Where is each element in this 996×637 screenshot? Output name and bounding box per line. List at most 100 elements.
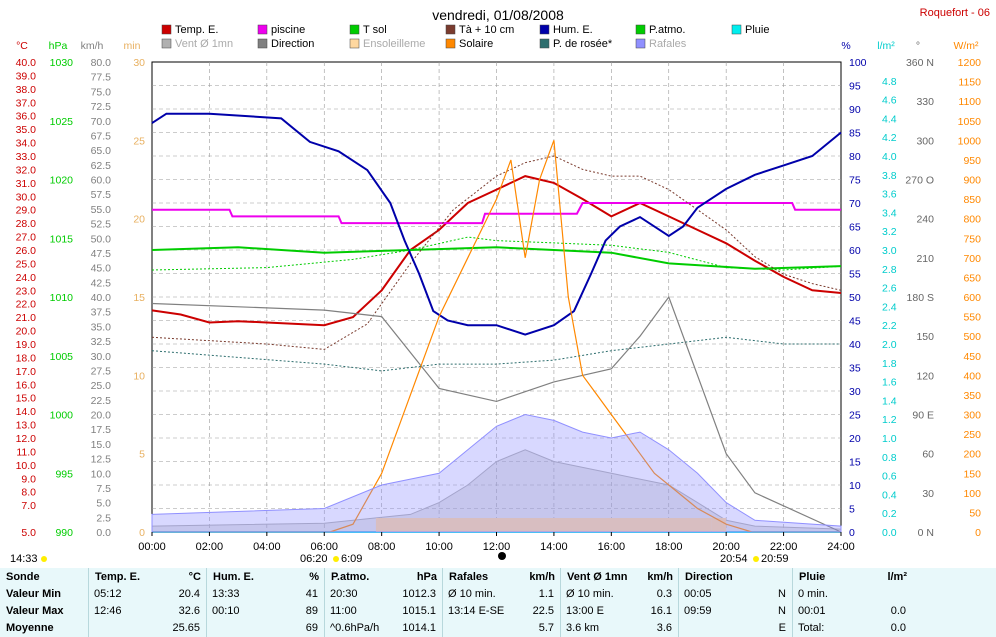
table-cell-time: 0 min.: [798, 588, 828, 600]
legend-label: Rafales: [649, 38, 687, 50]
direction-tick-label: 240: [916, 214, 934, 226]
temp-tick-label: 38.0: [16, 84, 37, 96]
legend-label: P.atmo.: [649, 24, 686, 36]
table-cell-value: 0.0: [890, 605, 906, 617]
minutes-tick-label: 15: [133, 292, 145, 304]
table-cell-value: 16.1: [650, 605, 672, 617]
solar-tick-label: 550: [963, 312, 981, 324]
temp-tick-label: 39.0: [16, 70, 37, 82]
series-t-10-cm: [151, 155, 842, 350]
solar-tick-label: 0: [975, 527, 981, 539]
wind-tick-label: 32.5: [91, 336, 112, 348]
temp-tick-label: 16.0: [16, 379, 37, 391]
rain-tick-label: 2.6: [882, 283, 897, 295]
legend-label: T sol: [363, 24, 387, 36]
humidity-tick-label: 20: [849, 433, 861, 445]
solar-tick-label: 1000: [958, 135, 982, 147]
legend-swatch: [445, 38, 456, 49]
wind-tick-label: 57.5: [91, 189, 112, 201]
table-column: Direction: [678, 568, 793, 637]
solar-tick-label: 600: [963, 292, 981, 304]
wind-tick-label: 40.0: [91, 292, 112, 304]
minutes-tick-label: 25: [133, 135, 145, 147]
table-cell-value: 0.0: [890, 622, 906, 634]
table-row-label: Moyenne: [6, 622, 54, 634]
table-cell-value: 0.3: [656, 588, 672, 600]
sunset-icon: [753, 556, 759, 562]
solar-tick-label: 450: [963, 351, 981, 363]
wind-tick-label: 2.5: [96, 512, 111, 524]
solar-tick-label: 850: [963, 194, 981, 206]
legend-label: Vent Ø 1mn: [175, 38, 233, 50]
temp-tick-label: 20.0: [16, 326, 37, 338]
humidity-tick-label: 40: [849, 339, 861, 351]
table-cell-value: 22.5: [532, 605, 554, 617]
direction-tick-label: 270 O: [905, 175, 934, 187]
wind-tick-label: 52.5: [91, 219, 112, 231]
rain-tick-label: 4.6: [882, 95, 897, 107]
table-cell-time: Ø 10 min.: [566, 588, 614, 600]
table-header-unit: km/h: [529, 571, 555, 583]
humidity-tick-label: 95: [849, 81, 861, 93]
legend-swatch: [539, 24, 550, 35]
minutes-tick-label: 5: [139, 449, 145, 461]
temp-tick-label: 31.0: [16, 178, 37, 190]
table-header-unit: °C: [188, 571, 201, 583]
series-p-atmo-: [151, 236, 842, 271]
temp-tick-label: 5.0: [21, 527, 36, 539]
humidity-tick-label: 60: [849, 245, 861, 257]
sunrise-time: 06:20: [300, 553, 328, 565]
temp-tick-label: 33.0: [16, 151, 37, 163]
rain-tick-label: 0.0: [882, 527, 897, 539]
table-cell-value: [798, 586, 906, 603]
x-tick-label: 12:00: [483, 541, 511, 553]
humidity-tick-label: 90: [849, 104, 861, 116]
temp-tick-label: 11.0: [16, 446, 36, 458]
minutes-axis-unit: min: [124, 40, 141, 52]
temp-tick-label: 30.0: [16, 191, 37, 203]
temp-tick-label: 23.0: [16, 285, 37, 297]
legend-swatch: [161, 38, 172, 49]
sunrise-time-2: 6:09: [341, 553, 362, 565]
solar-tick-label: 200: [963, 449, 981, 461]
table-header: Direction: [685, 571, 733, 583]
temp-tick-label: 26.0: [16, 245, 37, 257]
pressure-tick-label: 1010: [50, 292, 74, 304]
solar-tick-label: 650: [963, 272, 981, 284]
legend-swatch: [349, 24, 360, 35]
temp-tick-label: 17.0: [16, 366, 37, 378]
rain-tick-label: 3.6: [882, 189, 897, 201]
table-cell-value: N: [778, 588, 786, 600]
table-cell-time: 11:00: [330, 605, 357, 617]
wind-tick-label: 27.5: [91, 365, 112, 377]
pressure-tick-label: 1030: [50, 57, 74, 69]
solar-tick-label: 900: [963, 175, 981, 187]
table-cell-time: 13:00 E: [566, 605, 604, 617]
noon-marker: [498, 552, 506, 560]
wind-tick-label: 25.0: [91, 380, 112, 392]
legend-label: Hum. E.: [553, 24, 593, 36]
table-cell-time: 20:30: [330, 588, 358, 600]
table-cell-time: 12:46: [94, 605, 122, 617]
wind-tick-label: 80.0: [91, 57, 112, 69]
humidity-tick-label: 30: [849, 386, 861, 398]
legend-label: P. de rosée*: [553, 38, 613, 50]
table-header: P.atmo.: [331, 571, 370, 583]
wind-tick-label: 5.0: [96, 498, 111, 510]
rain-tick-label: 2.0: [882, 339, 897, 351]
table-header: Temp. E.: [95, 571, 141, 583]
solar-tick-label: 100: [963, 488, 981, 500]
humidity-axis-unit: %: [841, 40, 850, 52]
table-cell-time: 05:12: [94, 588, 122, 600]
table-cell-value: 1012.3: [402, 588, 436, 600]
temp-tick-label: 36.0: [16, 111, 37, 123]
wind-tick-label: 17.5: [91, 424, 112, 436]
x-axis: 00:00 02:00 04:00 06:00 08:00 10:00 12:00 14:00…: [138, 532, 855, 553]
table-cell-value: 1015.1: [402, 605, 436, 617]
table-row-label: Valeur Max: [6, 605, 64, 617]
pressure-tick-label: 1015: [50, 233, 74, 245]
rain-tick-label: 1.2: [882, 414, 897, 426]
rain-tick-label: 4.2: [882, 132, 897, 144]
rain-tick-label: 0.2: [882, 508, 897, 520]
x-tick-label: 16:00: [598, 541, 626, 553]
